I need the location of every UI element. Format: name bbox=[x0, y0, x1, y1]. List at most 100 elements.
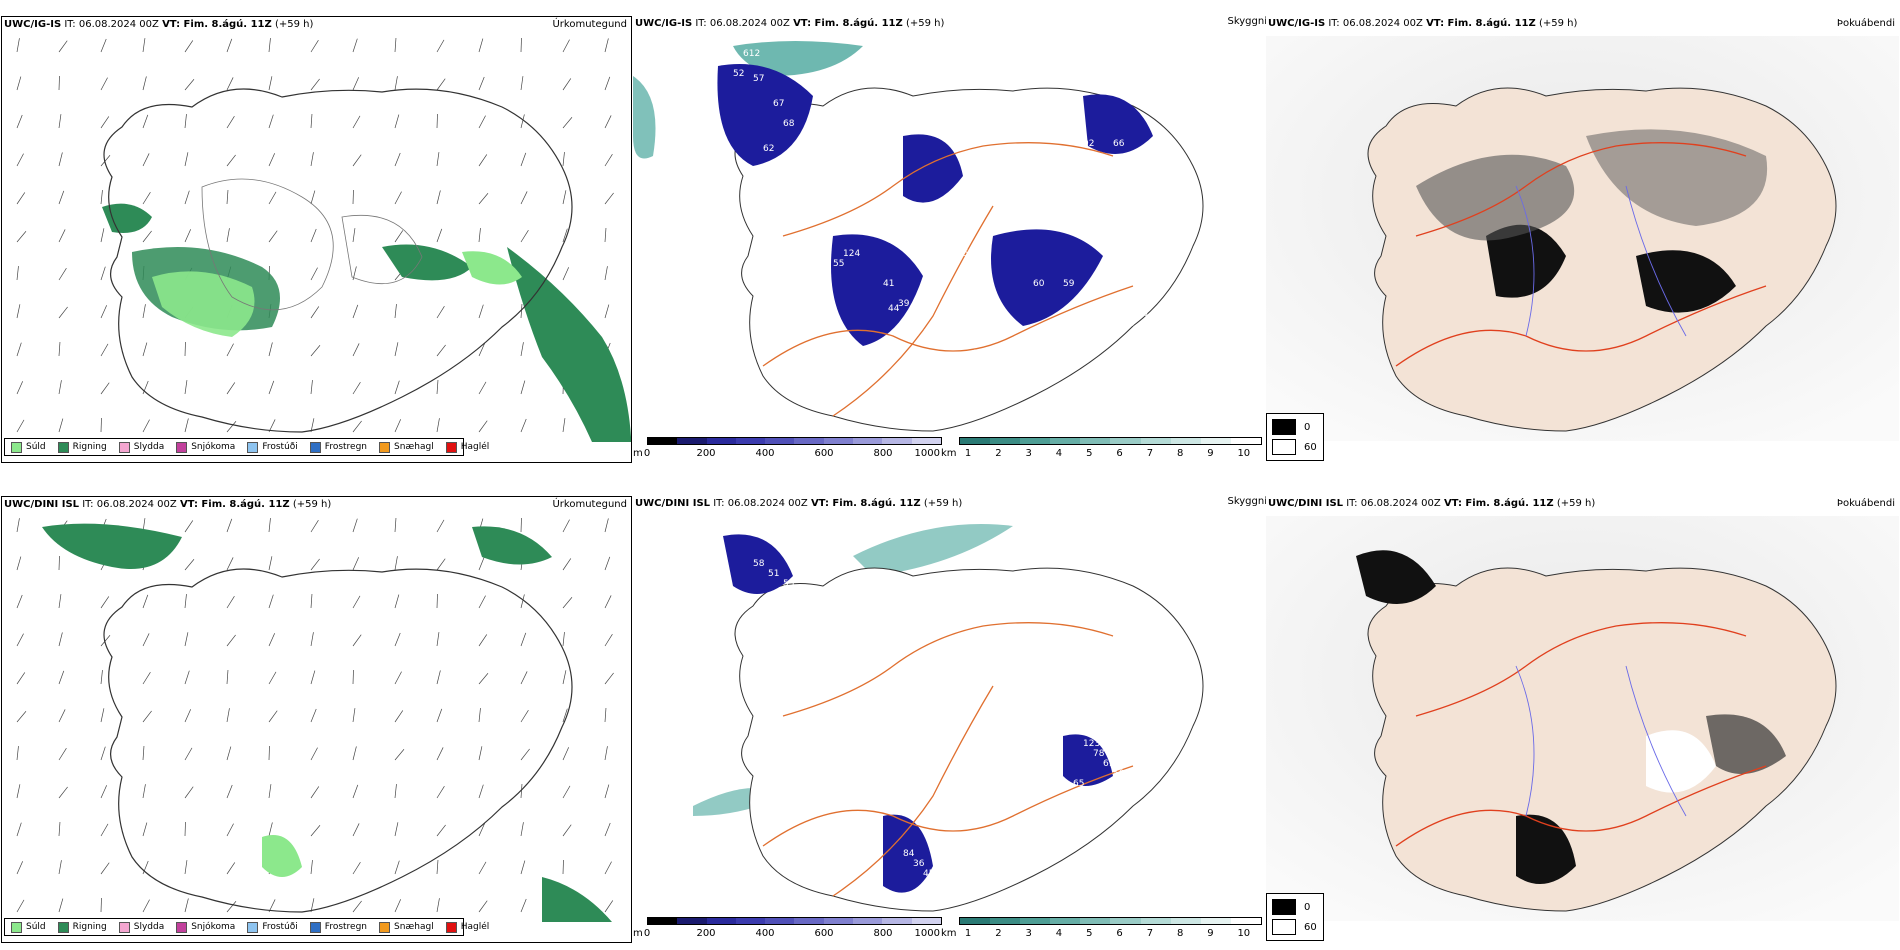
panel-header: UWC/DINI ISL IT: 06.08.2024 00Z VT: Fim.… bbox=[1268, 498, 1596, 509]
wind-barb bbox=[478, 595, 486, 609]
cloud-base-label: 44 bbox=[888, 304, 900, 314]
wind-barb bbox=[226, 77, 234, 91]
wind-barb bbox=[310, 825, 321, 837]
fog-legend-max: 60 bbox=[1272, 919, 1317, 935]
cloud-base-label: 59 bbox=[833, 819, 845, 829]
wind-barbs bbox=[16, 37, 614, 433]
fog-dark-area-s bbox=[1516, 814, 1576, 884]
wind-barb bbox=[436, 305, 445, 319]
wind-barb bbox=[268, 38, 271, 53]
teal-band-north bbox=[853, 524, 1013, 576]
wind-barb bbox=[100, 38, 107, 53]
wind-barb bbox=[352, 38, 358, 53]
wind-barb bbox=[562, 708, 568, 723]
wind-barb bbox=[604, 861, 612, 875]
road-network bbox=[762, 622, 1134, 897]
fog-dark-area-nw bbox=[1356, 550, 1436, 604]
wind-barb bbox=[142, 784, 146, 799]
cloud-blue-area-nw bbox=[723, 534, 793, 594]
wind-barb bbox=[478, 634, 488, 647]
wind-barb bbox=[16, 38, 20, 53]
wind-barb bbox=[58, 747, 67, 761]
wind-barb bbox=[226, 901, 237, 913]
wind-barb bbox=[268, 784, 272, 799]
wind-barb bbox=[436, 78, 446, 91]
wind-barb bbox=[184, 152, 189, 167]
fog-panel-bottom: UWC/DINI ISL IT: 06.08.2024 00Z VT: Fim.… bbox=[1266, 496, 1899, 943]
wind-barb bbox=[184, 594, 187, 609]
wind-barb bbox=[142, 822, 148, 837]
wind-barb bbox=[478, 115, 486, 129]
wind-barb bbox=[604, 192, 614, 205]
wind-barb bbox=[100, 266, 106, 281]
wind-barb bbox=[184, 190, 190, 205]
wind-barb bbox=[142, 304, 146, 319]
wind-barb bbox=[100, 785, 108, 799]
wind-barb bbox=[100, 670, 103, 685]
cloud-blue-area-south bbox=[883, 814, 933, 893]
wind-barb bbox=[184, 380, 188, 395]
wind-barb bbox=[100, 596, 110, 609]
wind-barb bbox=[142, 860, 149, 875]
wind-barb bbox=[310, 632, 314, 647]
cloud-base-label: 53 bbox=[923, 329, 934, 339]
wind-barb bbox=[394, 419, 402, 433]
wind-barb bbox=[394, 342, 399, 357]
cloud-base-label: 55 bbox=[793, 589, 804, 599]
wind-barb bbox=[226, 823, 234, 837]
wind-barb bbox=[58, 670, 65, 685]
wind-barb bbox=[394, 518, 397, 533]
wind-barb bbox=[100, 708, 105, 723]
wind-barb bbox=[184, 670, 190, 685]
wind-barb bbox=[226, 38, 233, 53]
wind-barb bbox=[16, 419, 25, 433]
wind-barb bbox=[562, 519, 570, 533]
wind-barb bbox=[100, 746, 106, 761]
legend-item: Frostúði bbox=[247, 441, 298, 453]
cloud-base-label: 67 bbox=[1103, 329, 1114, 339]
wind-barb bbox=[604, 746, 608, 761]
precip-panel-top: UWC/IG-IS IT: 06.08.2024 00Z VT: Fim. 8.… bbox=[1, 16, 632, 463]
wind-barb bbox=[184, 114, 187, 129]
wind-barb bbox=[310, 228, 317, 243]
wind-barb bbox=[478, 381, 487, 395]
cloud-base-label: 107 bbox=[933, 719, 950, 729]
wind-barb bbox=[142, 380, 149, 395]
wind-barb bbox=[184, 709, 192, 723]
wind-barb bbox=[478, 823, 486, 837]
wind-barb bbox=[226, 595, 235, 609]
cloud-base-label: 121 bbox=[963, 339, 980, 349]
wind-barbs bbox=[16, 517, 614, 913]
wind-barb bbox=[562, 39, 570, 53]
wind-barb bbox=[268, 633, 276, 647]
fog-legend-min: 0 bbox=[1272, 899, 1310, 915]
wind-barb bbox=[142, 342, 148, 357]
panel-title: Úrkomutegund bbox=[552, 499, 627, 510]
panel-header: UWC/DINI ISL IT: 06.08.2024 00Z VT: Fim.… bbox=[635, 498, 963, 509]
cloud-blue-area-5 bbox=[1083, 94, 1153, 154]
wind-barb bbox=[478, 784, 484, 799]
wind-barb bbox=[310, 78, 320, 91]
wind-barb bbox=[478, 193, 489, 205]
wind-barb bbox=[604, 672, 614, 685]
wind-barb bbox=[394, 899, 402, 913]
wind-barb bbox=[268, 76, 273, 91]
legend-item: Frostregn bbox=[309, 921, 367, 933]
wind-barb bbox=[310, 898, 315, 913]
wind-barb bbox=[562, 117, 573, 129]
cloud-base-label: 68 bbox=[783, 119, 795, 129]
wind-barb bbox=[436, 785, 445, 799]
wind-barb bbox=[604, 708, 607, 723]
wind-barb bbox=[100, 190, 103, 205]
init-time: IT: 06.08.2024 00Z bbox=[64, 19, 159, 30]
wind-barb bbox=[142, 191, 151, 205]
scale-bar-m bbox=[647, 437, 942, 445]
cloud-scale-km: km 1 2 3 4 5 6 7 8 9 10 bbox=[941, 917, 1263, 941]
wind-barb bbox=[226, 784, 233, 799]
wind-barb bbox=[604, 784, 610, 799]
wind-barb bbox=[58, 594, 62, 609]
cloud-title-right: Skyggni bbox=[1227, 16, 1267, 27]
wind-barb bbox=[142, 671, 151, 685]
cloud-base-label: 39 bbox=[898, 299, 910, 309]
wind-barb bbox=[394, 191, 402, 205]
